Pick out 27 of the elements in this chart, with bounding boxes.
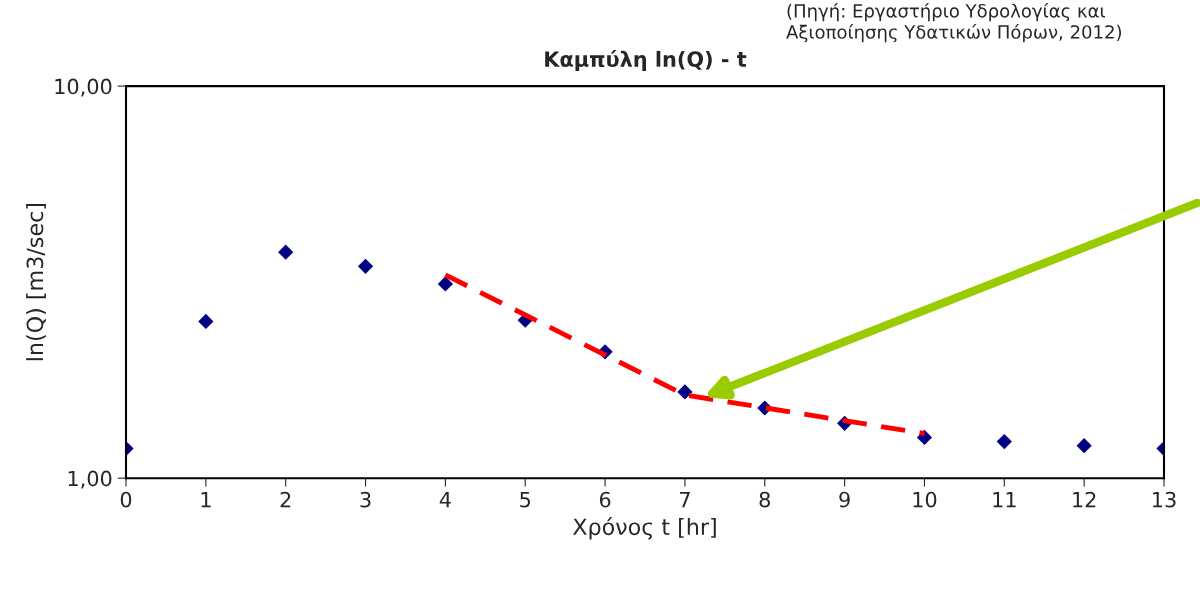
chart-title: Καμπύλη ln(Q) - t	[545, 50, 747, 72]
point	[198, 313, 214, 330]
point	[1076, 438, 1092, 454]
x-tick-label: 12	[1073, 491, 1096, 508]
point	[357, 258, 374, 274]
x-tick-label: 9	[839, 491, 850, 508]
x-tick-label: 4	[439, 492, 451, 508]
x-tick-label: 7	[680, 492, 690, 508]
x-tick-label: 0	[120, 491, 132, 508]
text: (Πηγή: Εργαστήριο Υδρολογίας και Αξιοποίησης Υδατικών Πόρων, 2012)	[786, 2, 1122, 43]
point	[278, 244, 294, 260]
y-axis-title: ln(Q) [m3/sec]	[26, 203, 46, 361]
y-tick-label: 1,00	[68, 470, 112, 489]
x-tick-label: 10	[913, 491, 937, 508]
x-tick-label: 6	[599, 491, 611, 508]
point	[437, 276, 453, 292]
x-tick-label: 8	[759, 491, 770, 508]
point	[677, 384, 693, 400]
point	[996, 433, 1012, 450]
x-tick-label: 1	[201, 492, 211, 508]
x-axis-title: Χρόνος t [hr]	[572, 517, 716, 540]
y-tick-label: 10,00	[55, 78, 112, 97]
x-tick-label: 2	[280, 491, 291, 508]
x-tick-label: 5	[520, 492, 531, 508]
x-tick-label: 11	[993, 492, 1016, 508]
x-tick-label: 13	[1153, 491, 1176, 508]
x-tick-label: 3	[360, 491, 371, 508]
